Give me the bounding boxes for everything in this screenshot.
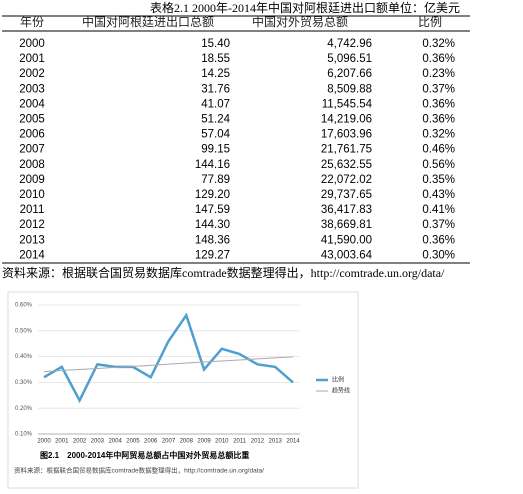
y-tick-label: 0.50% <box>15 328 33 334</box>
x-tick-label: 2013 <box>269 439 283 445</box>
x-tick-label: 2009 <box>197 439 211 445</box>
table-cell: 14.25 <box>201 68 230 80</box>
table-cell: 21,761.75 <box>321 144 372 156</box>
table-cell: 148.36 <box>195 234 230 246</box>
table-unit: 单位：亿美元 <box>388 0 460 15</box>
table-cell: 2005 <box>19 114 45 126</box>
table-cell: 2007 <box>19 144 45 156</box>
table-cell: 31.76 <box>201 83 230 95</box>
table-cell: 41.07 <box>201 98 230 110</box>
table-cell: 0.23% <box>422 68 455 80</box>
series-line <box>43 356 294 373</box>
x-tick-label: 2005 <box>126 439 140 445</box>
table-cell: 4,742.96 <box>327 38 372 50</box>
table-cell: 18.55 <box>201 53 230 65</box>
table-cell: 5,096.51 <box>327 53 372 65</box>
table-cell: 2009 <box>19 174 45 186</box>
table-cell: 0.37% <box>422 219 455 231</box>
table-cell: 77.89 <box>201 174 230 186</box>
table-cell: 0.43% <box>422 189 455 201</box>
table-cell: 14,219.06 <box>321 114 372 126</box>
table-cell: 2001 <box>19 53 45 65</box>
table-cell: 0.32% <box>422 38 455 50</box>
table-header: 年份 <box>20 15 44 29</box>
table-cell: 2011 <box>20 204 45 216</box>
table-header: 比例 <box>418 15 442 29</box>
table-cell: 0.36% <box>422 98 455 110</box>
x-tick-label: 2008 <box>180 439 194 445</box>
table-cell: 129.27 <box>195 249 230 261</box>
table-cell: 2004 <box>19 98 45 110</box>
x-tick-label: 2012 <box>251 439 265 445</box>
table-cell: 144.16 <box>195 159 230 171</box>
figure-caption: 图2.1 2000-2014年中阿贸易总额占中国对外贸易总额比重 <box>40 450 249 460</box>
table-header: 中国对阿根廷进出口总额 <box>82 14 214 29</box>
table-cell: 29,737.65 <box>321 189 372 201</box>
table-cell: 11,545.54 <box>322 98 373 110</box>
x-tick-label: 2006 <box>144 439 158 445</box>
y-tick-label: 0.40% <box>15 354 33 360</box>
y-tick-label: 0.30% <box>15 380 33 386</box>
table-cell: 2008 <box>19 159 45 171</box>
series-line <box>43 312 294 404</box>
table-cell: 36,417.83 <box>321 204 372 216</box>
x-tick-label: 2004 <box>108 439 122 445</box>
x-tick-label: 2003 <box>91 439 105 445</box>
x-tick-label: 2001 <box>55 439 69 445</box>
table-cell: 57.04 <box>201 129 230 141</box>
table-cell: 0.41% <box>422 204 455 216</box>
table-source: 资料来源：根据联合国贸易数据库comtrade数据整理得出，http://com… <box>2 265 445 280</box>
table-cell: 0.30% <box>422 249 455 261</box>
table-cell: 2006 <box>19 129 45 141</box>
x-tick-label: 2000 <box>37 439 51 445</box>
table-cell: 2014 <box>19 249 45 261</box>
table-cell: 17,603.96 <box>321 129 372 141</box>
x-tick-label: 2010 <box>215 439 229 445</box>
table-cell: 0.46% <box>422 144 455 156</box>
table-cell: 8,509.88 <box>327 83 372 95</box>
y-tick-label: 0.10% <box>15 432 33 438</box>
x-tick-label: 2007 <box>162 439 176 445</box>
figure-frame <box>7 291 359 489</box>
table-cell: 147.59 <box>195 204 230 216</box>
table-cell: 0.36% <box>422 53 455 65</box>
table-cell: 0.36% <box>422 114 455 126</box>
table-cell: 22,072.02 <box>321 174 372 186</box>
x-tick-label: 2011 <box>233 439 247 445</box>
table-cell: 43,003.64 <box>321 249 373 261</box>
x-tick-label: 2014 <box>286 439 300 445</box>
table-cell: 0.32% <box>422 129 455 141</box>
table-header: 中国对外贸易总额 <box>252 14 348 29</box>
table-cell: 2012 <box>19 219 45 231</box>
table-cell: 2000 <box>19 38 45 50</box>
table-cell: 144.30 <box>195 219 230 231</box>
table-cell: 129.20 <box>195 189 230 201</box>
table-cell: 2010 <box>19 189 45 201</box>
table-cell: 99.15 <box>201 144 230 156</box>
table-cell: 38,669.81 <box>321 219 372 231</box>
figure-source: 资料来源：根据联合国贸易数据库comtrade数据整理得出，http://com… <box>14 466 264 475</box>
x-tick-label: 2002 <box>73 439 87 445</box>
y-tick-label: 0.20% <box>15 406 33 412</box>
table-cell: 0.56% <box>422 159 455 171</box>
table-cell: 2013 <box>19 234 45 246</box>
table-cell: 0.35% <box>422 174 455 186</box>
legend-label: 趋势线 <box>332 387 350 395</box>
y-tick-label: 0.60% <box>15 303 33 309</box>
table-cell: 2003 <box>19 83 45 95</box>
table-cell: 41,590.00 <box>321 234 372 246</box>
table-cell: 0.37% <box>422 83 455 95</box>
table-cell: 51.24 <box>201 114 230 126</box>
table-cell: 6,207.66 <box>327 68 372 80</box>
legend-label: 比例 <box>332 376 344 384</box>
table-cell: 0.36% <box>422 234 455 246</box>
table-cell: 2002 <box>19 68 45 80</box>
table-cell: 25,632.55 <box>321 159 372 171</box>
table-cell: 15.40 <box>201 38 230 50</box>
table-caption: 表格2.1 2000年-2014年中国对阿根廷进出口额 <box>150 0 388 15</box>
